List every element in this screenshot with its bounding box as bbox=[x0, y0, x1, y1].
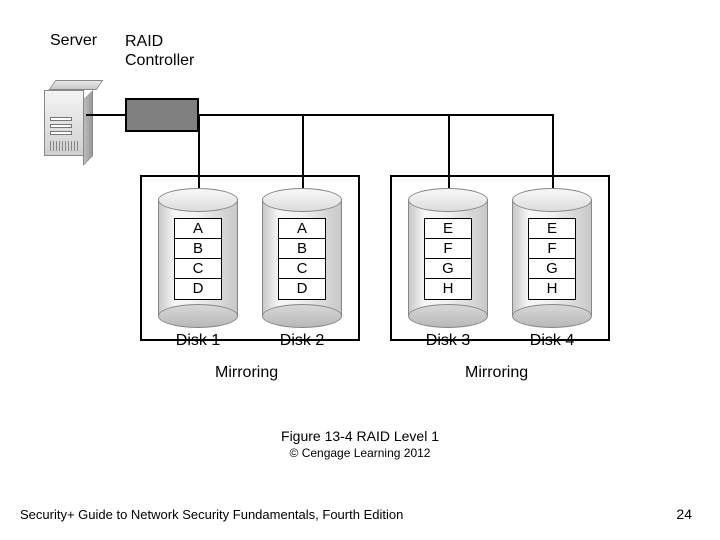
block: E bbox=[529, 219, 575, 239]
mirroring-label-2: Mirroring bbox=[465, 364, 528, 382]
raid-controller-label: RAIDController bbox=[125, 32, 194, 70]
disk-4-blocks: E F G H bbox=[528, 218, 576, 300]
block: C bbox=[279, 259, 325, 279]
disk-3: E F G H Disk 3 bbox=[408, 188, 488, 350]
disk-3-label: Disk 3 bbox=[408, 332, 488, 350]
disk-1-blocks: A B C D bbox=[174, 218, 222, 300]
disk-4: E F G H Disk 4 bbox=[512, 188, 592, 350]
raid-controller-box bbox=[125, 98, 199, 132]
block: B bbox=[279, 239, 325, 259]
server-label: Server bbox=[50, 32, 97, 50]
bus-main bbox=[199, 114, 554, 116]
block: G bbox=[425, 259, 471, 279]
raid-diagram: Server RAIDController A B bbox=[30, 20, 690, 400]
mirroring-label-1: Mirroring bbox=[215, 364, 278, 382]
disk-2-blocks: A B C D bbox=[278, 218, 326, 300]
block: F bbox=[529, 239, 575, 259]
block: A bbox=[279, 219, 325, 239]
page-number: 24 bbox=[676, 506, 692, 522]
block: G bbox=[529, 259, 575, 279]
disk-4-label: Disk 4 bbox=[512, 332, 592, 350]
block: F bbox=[425, 239, 471, 259]
block: D bbox=[279, 279, 325, 299]
block: B bbox=[175, 239, 221, 259]
block: A bbox=[175, 219, 221, 239]
server-icon bbox=[48, 80, 96, 160]
block: D bbox=[175, 279, 221, 299]
disk-3-blocks: E F G H bbox=[424, 218, 472, 300]
disk-2: A B C D Disk 2 bbox=[262, 188, 342, 350]
block: H bbox=[425, 279, 471, 299]
disk-2-label: Disk 2 bbox=[262, 332, 342, 350]
disk-1: A B C D Disk 1 bbox=[158, 188, 238, 350]
block: H bbox=[529, 279, 575, 299]
connector-server-raid bbox=[86, 114, 125, 116]
footer-text: Security+ Guide to Network Security Fund… bbox=[20, 507, 403, 522]
block: E bbox=[425, 219, 471, 239]
copyright-text: © Cengage Learning 2012 bbox=[0, 446, 720, 460]
figure-caption: Figure 13-4 RAID Level 1 bbox=[0, 428, 720, 444]
disk-1-label: Disk 1 bbox=[158, 332, 238, 350]
block: C bbox=[175, 259, 221, 279]
